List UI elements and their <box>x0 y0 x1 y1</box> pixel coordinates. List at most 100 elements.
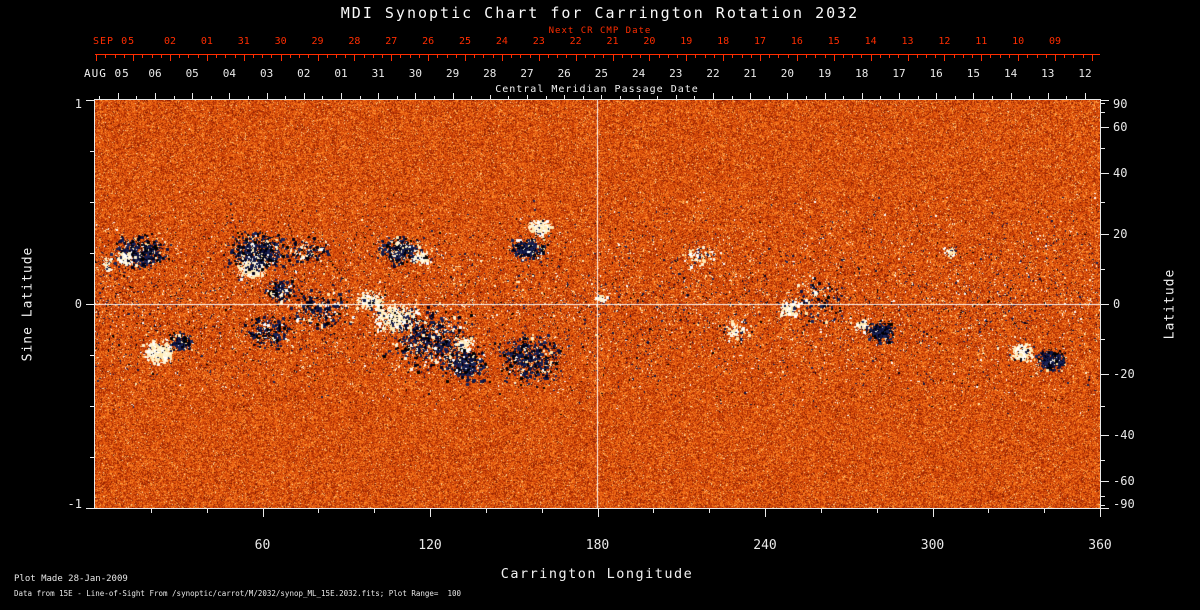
next-cr-day-label: 17 <box>753 36 767 47</box>
longitude-minor-tick <box>820 509 822 513</box>
carrington-longitude-axis-title: Carrington Longitude <box>500 566 694 582</box>
sine-latitude-minor-tick <box>90 151 94 152</box>
next-cr-day-tick <box>833 54 835 61</box>
cmp-day-label: 14 <box>1003 67 1018 80</box>
cmp-day-label: 27 <box>520 67 534 80</box>
next-cr-minor-tick <box>188 54 190 58</box>
longitude-minor-tick <box>318 509 320 513</box>
chart-title: MDI Synoptic Chart for Carrington Rotati… <box>340 4 860 22</box>
longitude-tick-label: 240 <box>753 538 777 553</box>
longitude-minor-tick <box>653 509 655 513</box>
sine-latitude-tick-label: -1 <box>67 497 82 511</box>
next-cr-minor-tick <box>695 54 697 58</box>
next-cr-minor-tick <box>483 54 485 58</box>
longitude-tick-label: 120 <box>418 538 442 553</box>
next-cr-day-label: 18 <box>717 36 730 47</box>
longitude-minor-tick <box>1044 509 1046 513</box>
cmp-day-label: 01 <box>334 67 348 80</box>
next-cr-minor-tick <box>345 54 347 58</box>
sine-latitude-minor-tick <box>90 406 94 407</box>
cmp-day-tick <box>266 93 268 100</box>
latitude-major-tick <box>1101 172 1109 174</box>
longitude-tick-label: 300 <box>920 538 945 553</box>
next-cr-day-tick <box>944 54 946 61</box>
next-cr-day-tick <box>538 54 540 61</box>
next-cr-minor-tick <box>916 54 918 58</box>
sine-latitude-major-tick <box>86 304 94 305</box>
next-cr-minor-tick <box>252 54 254 58</box>
next-cr-minor-tick <box>898 54 900 58</box>
next-cr-day-label: 24 <box>495 36 508 47</box>
next-cr-day-tick <box>575 54 577 61</box>
latitude-major-tick <box>1101 304 1109 305</box>
latitude-major-tick <box>1101 480 1109 482</box>
cmp-day-label: 21 <box>743 67 757 80</box>
next-cr-day-label: 12 <box>938 36 951 47</box>
cmp-day-label: 25 <box>594 67 609 80</box>
longitude-major-tick <box>262 509 264 517</box>
next-cr-minor-tick <box>769 54 771 58</box>
next-cr-minor-tick <box>216 54 218 58</box>
latitude-minor-tick <box>1101 339 1105 341</box>
next-cr-minor-tick <box>815 54 817 58</box>
next-cr-minor-tick <box>511 54 513 58</box>
next-cr-day-label: 19 <box>680 36 693 47</box>
next-cr-minor-tick <box>335 54 337 58</box>
next-cr-day-tick <box>501 54 503 61</box>
cmp-day-tick <box>899 93 900 100</box>
longitude-major-tick <box>1100 509 1101 517</box>
longitude-major-tick <box>430 509 431 517</box>
next-cr-day-tick <box>981 54 983 61</box>
latitude-major-tick <box>1101 508 1109 509</box>
next-cr-day-label: 27 <box>385 36 398 47</box>
next-cr-minor-tick <box>363 54 365 58</box>
next-cr-minor-tick <box>824 54 826 58</box>
next-cr-minor-tick <box>225 54 227 58</box>
next-cr-minor-tick <box>179 54 181 58</box>
next-cr-day-label: 21 <box>606 36 619 47</box>
latitude-minor-tick <box>1101 495 1105 497</box>
next-cr-minor-tick <box>271 54 273 58</box>
latitude-tick-label: -90 <box>1113 497 1135 511</box>
next-cr-minor-tick <box>1073 54 1075 58</box>
next-cr-minor-tick <box>151 54 153 58</box>
cmp-day-label: 02 <box>297 67 311 80</box>
next-cr-day-tick <box>612 54 614 61</box>
next-cr-day-label: 13 <box>901 36 914 47</box>
cmp-axis-title: Central Meridian Passage Date <box>487 84 707 95</box>
cmp-day-label: 28 <box>483 67 497 80</box>
latitude-minor-tick <box>1101 406 1105 407</box>
next-cr-day-label: 16 <box>790 36 803 47</box>
next-cr-minor-tick <box>446 54 448 58</box>
sine-latitude-major-tick <box>86 100 94 101</box>
next-cr-minor-tick <box>455 54 457 58</box>
latitude-axis-title: Latitude <box>1162 268 1178 340</box>
longitude-tick-label: 360 <box>1088 538 1112 553</box>
next-cr-day-label: 26 <box>422 36 435 47</box>
cmp-day-label: 29 <box>445 67 460 80</box>
latitude-major-tick <box>1101 234 1109 236</box>
next-cr-minor-tick <box>400 54 402 58</box>
longitude-minor-tick <box>150 509 152 513</box>
next-cr-day-tick <box>723 54 725 61</box>
next-cr-minor-tick <box>520 54 522 58</box>
next-cr-minor-tick <box>308 54 310 58</box>
next-cr-minor-tick <box>529 54 531 58</box>
next-cr-minor-tick <box>889 54 891 58</box>
next-cr-minor-tick <box>418 54 420 58</box>
next-cr-day-label: 10 <box>1012 36 1025 47</box>
next-cr-minor-tick <box>123 54 125 58</box>
latitude-tick-label: 90 <box>1113 97 1128 111</box>
next-cr-minor-tick <box>861 54 863 58</box>
next-cr-minor-tick <box>630 54 632 58</box>
next-cr-minor-tick <box>750 54 752 58</box>
next-cr-day-tick <box>206 54 208 61</box>
top-axis-month-label: SEP 05 <box>93 36 136 47</box>
next-cr-minor-tick <box>1064 54 1066 58</box>
cmp-day-tick <box>155 93 156 100</box>
cmp-day-tick <box>415 93 417 100</box>
next-cr-minor-tick <box>953 54 955 58</box>
longitude-minor-tick <box>988 509 990 513</box>
longitude-major-tick <box>597 509 599 517</box>
